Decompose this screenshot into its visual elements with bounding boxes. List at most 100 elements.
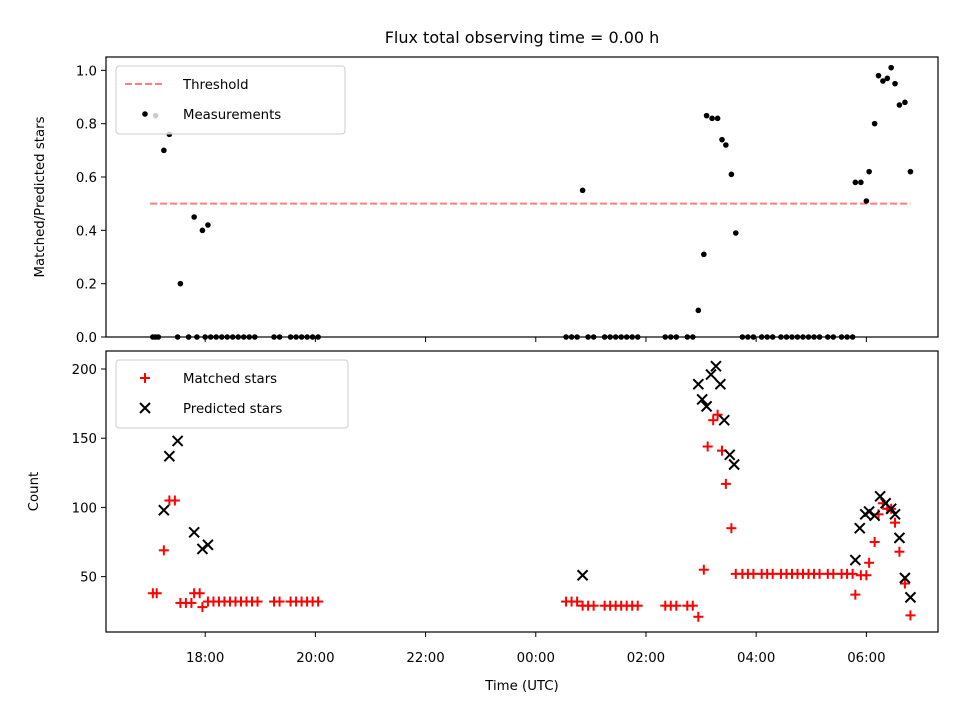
data-point bbox=[719, 136, 725, 143]
x-tick-label: 18:00 bbox=[186, 651, 224, 666]
y-tick-label: 0.8 bbox=[76, 118, 97, 133]
x-marker-b bbox=[874, 490, 886, 503]
data-point bbox=[889, 508, 901, 521]
data-point bbox=[702, 441, 713, 452]
ratio-panel: 0.0 0.2 0.4 0.6 0.8 1.0 Matched/Predicted star… bbox=[33, 28, 939, 346]
data-point bbox=[852, 179, 859, 186]
data-point bbox=[864, 557, 875, 568]
data-point bbox=[158, 504, 170, 516]
legend-label: Predicted stars bbox=[183, 402, 282, 417]
y-tick-label: 150 bbox=[72, 432, 97, 447]
x-tick-label: 22:00 bbox=[406, 651, 444, 666]
data-point bbox=[687, 600, 698, 611]
plot-frame bbox=[105, 56, 939, 338]
x-marker-b bbox=[158, 504, 170, 516]
data-point bbox=[205, 222, 211, 228]
data-point bbox=[869, 537, 880, 548]
x-marker-b bbox=[163, 450, 176, 462]
data-point bbox=[705, 368, 717, 381]
x-tick-label: 02:00 bbox=[627, 651, 665, 666]
x-tick-label: 06:00 bbox=[847, 651, 885, 666]
data-point bbox=[849, 554, 862, 566]
x-marker-b bbox=[696, 393, 708, 406]
y-tick-label: 0.0 bbox=[76, 331, 97, 346]
data-point bbox=[194, 588, 205, 599]
data-point bbox=[875, 72, 882, 79]
x-marker-b bbox=[724, 449, 736, 461]
data-point bbox=[579, 187, 586, 194]
count-panel: 50 100 150 200 18:00 20:00 22:00 00:00 02:00 04:0… bbox=[27, 350, 939, 694]
data-point bbox=[893, 532, 906, 544]
data-point bbox=[313, 596, 324, 607]
y-tick-label: 0.6 bbox=[76, 171, 97, 186]
x-tick-label: 00:00 bbox=[517, 651, 555, 666]
data-point bbox=[177, 280, 184, 287]
x-tick-label: 04:00 bbox=[737, 651, 775, 666]
data-point bbox=[171, 435, 184, 447]
data-point bbox=[197, 602, 208, 613]
data-point bbox=[902, 99, 908, 106]
x-marker-b bbox=[854, 522, 866, 534]
data-point bbox=[588, 600, 599, 611]
x-marker-b bbox=[879, 497, 892, 509]
data-point bbox=[698, 564, 709, 575]
y-tick-label: 50 bbox=[80, 571, 97, 586]
y-tick-label: 0.2 bbox=[76, 278, 97, 293]
x-marker-b bbox=[899, 572, 911, 584]
series-predicted-stars bbox=[158, 360, 917, 604]
data-point bbox=[252, 596, 263, 607]
x-marker-b bbox=[718, 414, 730, 426]
data-point bbox=[723, 142, 729, 148]
data-point bbox=[718, 414, 730, 426]
data-point bbox=[695, 307, 702, 314]
legend: Matched stars Predicted stars bbox=[115, 359, 349, 429]
data-point bbox=[161, 147, 167, 154]
data-point bbox=[692, 378, 705, 390]
data-point bbox=[850, 589, 861, 600]
data-point bbox=[899, 572, 911, 584]
data-point bbox=[890, 517, 901, 528]
data-point bbox=[151, 588, 162, 599]
x-marker-b bbox=[868, 510, 881, 522]
data-point bbox=[899, 578, 910, 589]
x-marker-b bbox=[171, 435, 184, 447]
data-point bbox=[847, 568, 858, 579]
data-point bbox=[191, 214, 197, 220]
data-point bbox=[885, 503, 897, 515]
data-point bbox=[888, 64, 894, 71]
plot-frame bbox=[105, 350, 939, 633]
x-marker-b bbox=[885, 503, 897, 515]
data-point bbox=[576, 569, 589, 581]
data-point bbox=[700, 400, 713, 413]
data-point bbox=[726, 523, 737, 534]
x-marker-b bbox=[202, 539, 214, 551]
data-point bbox=[709, 115, 715, 122]
data-point bbox=[169, 495, 180, 506]
x-marker-b bbox=[889, 508, 901, 521]
data-point bbox=[880, 78, 886, 84]
x-marker-b bbox=[692, 378, 705, 390]
data-point bbox=[728, 171, 735, 178]
chart-title: Flux total observing time = 0.00 h bbox=[385, 28, 660, 47]
data-point bbox=[904, 591, 917, 604]
y-tick-label: 100 bbox=[72, 501, 97, 516]
x-marker-b bbox=[728, 458, 740, 471]
x-marker-b bbox=[188, 526, 200, 539]
data-point bbox=[724, 449, 736, 461]
x-marker-b bbox=[714, 378, 727, 390]
x-marker-b bbox=[576, 569, 589, 581]
data-point bbox=[714, 115, 721, 122]
data-point bbox=[868, 510, 881, 522]
data-point bbox=[907, 168, 914, 175]
x-tick-label: 20:00 bbox=[296, 651, 334, 666]
data-point bbox=[861, 570, 872, 581]
data-point bbox=[871, 120, 878, 127]
data-point bbox=[572, 596, 583, 607]
legend-box bbox=[115, 65, 346, 135]
data-point bbox=[866, 168, 872, 175]
x-marker-b bbox=[849, 554, 862, 566]
data-point bbox=[710, 360, 722, 372]
x-marker-b bbox=[904, 591, 917, 604]
data-point bbox=[163, 450, 176, 462]
